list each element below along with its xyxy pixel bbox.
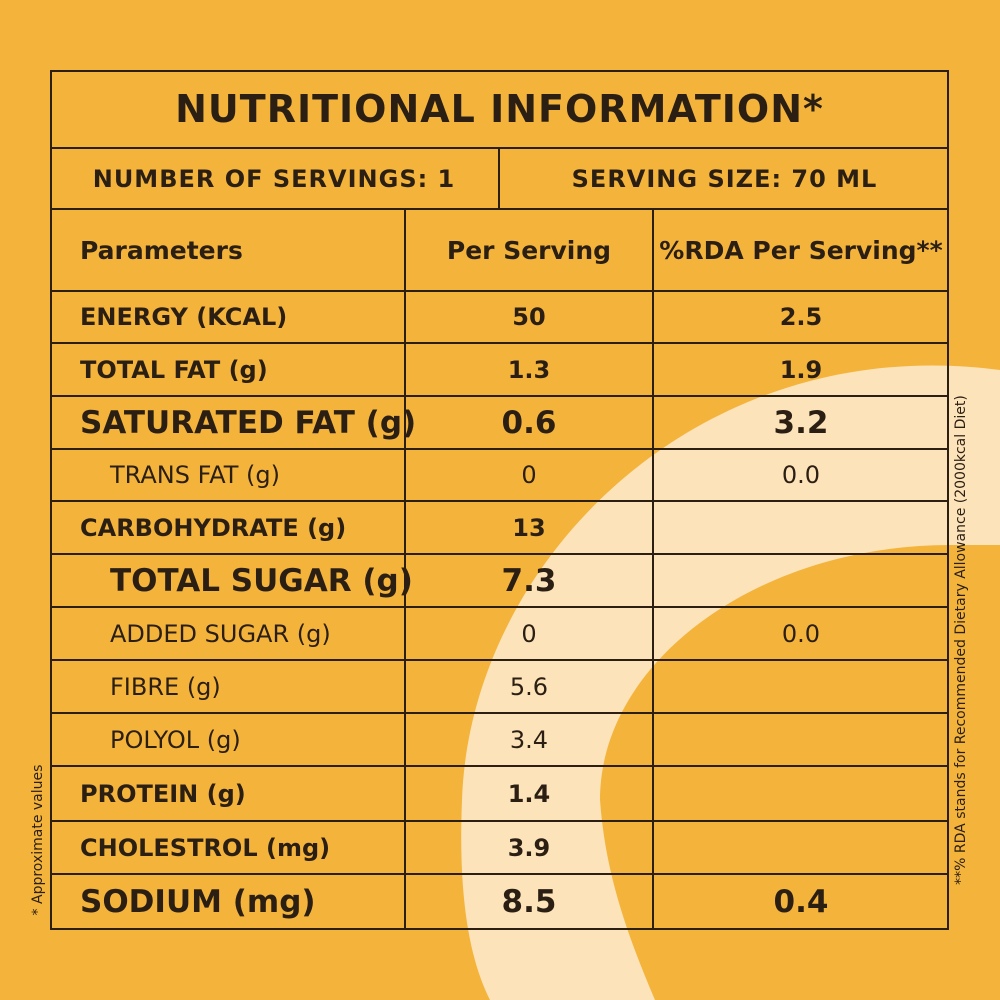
row-label: ENERGY (KCAL) — [80, 303, 288, 331]
rda-footnote: **% RDA stands for Recommended Dietary A… — [953, 395, 969, 885]
number-of-servings: NUMBER OF SERVINGS: 1 — [92, 164, 456, 193]
header-per-serving: Per Serving — [446, 235, 612, 265]
per-serving-value: 3.4 — [509, 725, 549, 754]
per-serving-value: 7.3 — [501, 562, 557, 599]
rda-value — [653, 767, 949, 820]
row-label: FIBRE (g) — [110, 672, 221, 701]
per-serving-value: 1.3 — [507, 355, 551, 384]
row-label: CHOLESTROL (mg) — [80, 833, 331, 862]
header-rda: %RDA Per Serving** — [659, 235, 943, 265]
row-label: TOTAL SUGAR (g) — [110, 562, 413, 599]
rda-value — [653, 714, 949, 765]
rda-value — [653, 502, 949, 553]
table-title: NUTRITIONAL INFORMATION* — [175, 87, 824, 131]
row-label: TRANS FAT (g) — [110, 461, 281, 489]
row-label: ADDED SUGAR (g) — [110, 619, 331, 648]
per-serving-value: 50 — [512, 303, 546, 331]
nutrition-table: NUTRITIONAL INFORMATION* NUMBER OF SERVI… — [50, 70, 949, 930]
header-parameters: Parameters — [80, 235, 243, 265]
rda-value: 2.5 — [779, 303, 823, 331]
row-label: CARBOHYDRATE (g) — [80, 513, 347, 542]
rda-value: 3.2 — [773, 404, 829, 441]
per-serving-value: 0.6 — [501, 404, 557, 441]
rda-value: 0.4 — [773, 883, 829, 920]
row-label: POLYOL (g) — [110, 725, 241, 754]
row-label: SODIUM (mg) — [80, 883, 316, 920]
row-label: SATURATED FAT (g) — [80, 404, 417, 441]
rda-value — [653, 822, 949, 873]
per-serving-value: 13 — [512, 513, 546, 542]
approximate-values-note: * Approximate values — [30, 764, 46, 916]
rda-value — [653, 661, 949, 712]
per-serving-value: 3.9 — [507, 833, 551, 862]
rda-value: 0.0 — [781, 619, 821, 648]
rda-value: 0.0 — [781, 461, 821, 489]
per-serving-value: 1.4 — [507, 779, 551, 808]
per-serving-value: 0 — [521, 619, 537, 648]
row-label: PROTEIN (g) — [80, 779, 246, 808]
rda-value: 1.9 — [779, 355, 823, 384]
per-serving-value: 8.5 — [501, 883, 557, 920]
per-serving-value: 5.6 — [509, 672, 549, 701]
row-label: TOTAL FAT (g) — [80, 355, 268, 384]
rda-value — [653, 555, 949, 606]
per-serving-value: 0 — [521, 461, 537, 489]
serving-size: SERVING SIZE: 70 ML — [571, 164, 878, 193]
